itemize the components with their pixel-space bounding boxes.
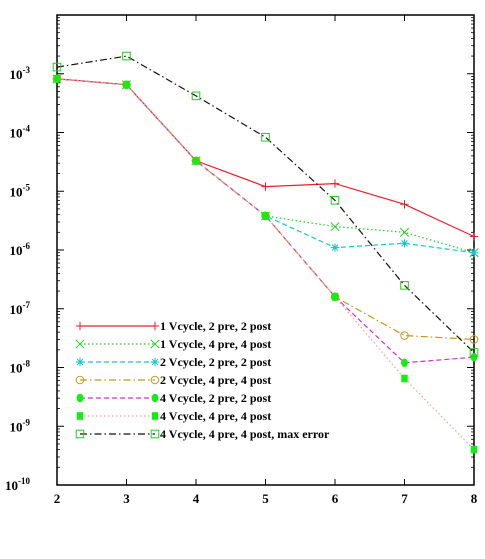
y-tick-label: 10-10 xyxy=(5,476,30,493)
y-tick-exponent: -3 xyxy=(23,65,31,75)
legend-label-1: 1 Vcycle, 2 pre, 2 post xyxy=(160,319,271,333)
x-tick-label: 2 xyxy=(54,491,61,506)
series-1-point xyxy=(330,179,340,188)
series-6-point xyxy=(123,80,130,89)
series-6-point xyxy=(53,75,61,83)
y-tick-exponent: -6 xyxy=(23,241,31,251)
series-line-3 xyxy=(56,78,475,254)
x-tick-label: 3 xyxy=(123,491,130,506)
series-3-point xyxy=(400,239,409,248)
series-2-point xyxy=(330,222,340,232)
legend-marker-4 xyxy=(75,375,85,385)
series-4-point xyxy=(400,331,409,340)
series-2-point xyxy=(399,227,410,237)
legend-marker-5 xyxy=(151,393,159,403)
series-3-point xyxy=(330,243,340,252)
legend-marker-3 xyxy=(150,357,160,367)
y-tick-exponent: -10 xyxy=(18,476,30,486)
y-tick-base: 10 xyxy=(10,184,23,199)
x-tick-label: 6 xyxy=(332,491,339,506)
y-tick-label: 10-5 xyxy=(10,182,31,199)
series-6-point xyxy=(262,212,269,220)
legend-label-3: 2 Vcycle, 2 pre, 2 post xyxy=(160,355,271,369)
y-tick-base: 10 xyxy=(10,67,23,82)
x-tick-label: 4 xyxy=(193,491,200,506)
legend-marker-5 xyxy=(76,393,84,403)
y-tick-label: 10-4 xyxy=(10,124,31,141)
series-7-point xyxy=(400,281,409,290)
series-line-2 xyxy=(56,78,475,254)
y-tick-base: 10 xyxy=(10,302,23,317)
series-6-point xyxy=(192,156,200,165)
y-tick-exponent: -7 xyxy=(23,300,31,310)
series-1-point xyxy=(469,232,479,241)
series-7-point xyxy=(122,51,131,61)
legend-marker-2 xyxy=(150,339,160,349)
series-markers xyxy=(52,51,479,454)
y-tick-base: 10 xyxy=(10,361,23,376)
series-line-7 xyxy=(56,55,475,353)
series-6-point xyxy=(401,374,408,383)
y-tick-label: 10-8 xyxy=(10,359,31,376)
series-3-point xyxy=(469,248,479,257)
series-5-point xyxy=(401,358,408,368)
y-tick-exponent: -5 xyxy=(23,182,31,192)
series-7-point xyxy=(469,348,479,357)
y-tick-exponent: -4 xyxy=(23,124,31,134)
legend-label-2: 1 Vcycle, 4 pre, 4 post xyxy=(160,337,271,351)
legend-marker-6 xyxy=(151,412,159,420)
legend-marker-2 xyxy=(75,339,85,349)
legend-marker-6 xyxy=(76,412,84,420)
series-6-point xyxy=(331,292,339,301)
x-tick-label: 8 xyxy=(471,491,478,506)
legend-label-5: 4 Vcycle, 2 pre, 2 post xyxy=(160,391,271,405)
series-7-point xyxy=(330,196,340,205)
legend-marker-1 xyxy=(150,321,160,331)
legend-marker-3 xyxy=(75,357,85,367)
legend-label-6: 4 Vcycle, 4 pre, 4 post xyxy=(160,409,271,423)
legend-marker-7 xyxy=(75,429,85,439)
legend: 1 Vcycle, 2 pre, 2 post 1 Vcycle, 4 pre, … xyxy=(75,319,330,441)
series-7-point xyxy=(52,62,62,72)
series-1-point xyxy=(261,182,270,191)
series-7-point xyxy=(261,132,270,142)
y-tick-base: 10 xyxy=(5,478,18,493)
legend-marker-1 xyxy=(75,321,85,331)
y-tick-exponent: -8 xyxy=(23,359,31,369)
legend-marker-7 xyxy=(150,429,160,439)
y-tick-base: 10 xyxy=(10,243,23,258)
series-5-point xyxy=(470,352,478,362)
series-6-point xyxy=(470,445,478,454)
y-tick-label: 10-3 xyxy=(10,65,31,82)
legend-marker-4 xyxy=(150,375,160,385)
x-tick-label: 7 xyxy=(401,491,408,506)
legend-label-4: 2 Vcycle, 4 pre, 4 post xyxy=(160,373,271,387)
y-tick-label: 10-7 xyxy=(10,300,31,317)
y-tick-base: 10 xyxy=(10,419,23,434)
legend-label-7: 4 Vcycle, 4 pre, 4 post, max error xyxy=(160,427,330,441)
y-tick-label: 10-6 xyxy=(10,241,31,258)
series-line-4 xyxy=(56,78,475,341)
x-tick-label: 5 xyxy=(262,491,269,506)
y-tick-label: 10-9 xyxy=(10,417,31,434)
series-4-point xyxy=(469,335,479,344)
series-7-point xyxy=(191,91,201,101)
y-tick-base: 10 xyxy=(10,126,23,141)
series-1-point xyxy=(400,200,409,209)
y-tick-exponent: -9 xyxy=(23,417,31,427)
